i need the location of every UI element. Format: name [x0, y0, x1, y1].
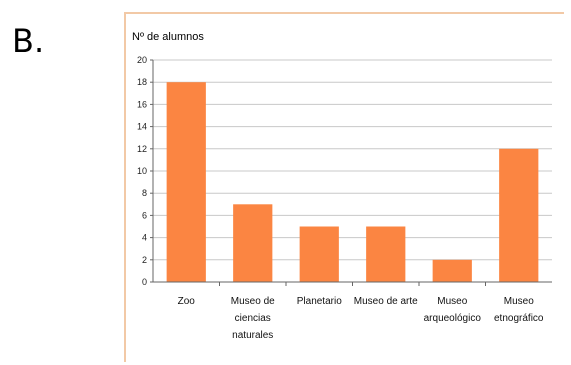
bar — [366, 226, 406, 282]
y-tick-label: 4 — [142, 233, 147, 243]
grid-lines — [153, 59, 552, 261]
bars — [166, 82, 539, 282]
y-tick-label: 18 — [137, 77, 147, 87]
bar — [299, 226, 339, 282]
x-category-label: Museo etnográfico — [494, 296, 544, 324]
axes — [152, 60, 552, 286]
y-tick-label: 8 — [142, 188, 147, 198]
y-tick-label: 10 — [137, 166, 147, 176]
y-tick-label: 6 — [142, 210, 147, 220]
y-ticks: 0 2 4 6 8 10 12 14 16 18 20 — [137, 55, 153, 287]
bar — [166, 82, 206, 282]
y-tick-label: 20 — [137, 55, 147, 65]
bar — [233, 204, 273, 282]
y-tick-label: 0 — [142, 277, 147, 287]
y-tick-label: 12 — [137, 144, 147, 154]
y-tick-label: 16 — [137, 99, 147, 109]
chart-frame — [124, 12, 564, 362]
x-category-label: Planetario — [297, 296, 342, 307]
bar — [499, 148, 539, 282]
x-category-label: Museo arqueológico — [424, 296, 482, 324]
x-categories: Zoo Museo de ciencias naturales Planetario Mu… — [178, 296, 544, 341]
x-category-label: Museo de ciencias naturales — [231, 296, 275, 341]
y-axis-label: Nº de alumnos — [132, 31, 204, 43]
bar — [432, 259, 472, 282]
x-category-label: Zoo — [178, 296, 196, 307]
panel-label: B. — [12, 22, 45, 60]
x-category-label: Museo de arte — [354, 296, 418, 307]
y-tick-label: 14 — [137, 122, 147, 132]
y-tick-label: 2 — [142, 255, 147, 265]
